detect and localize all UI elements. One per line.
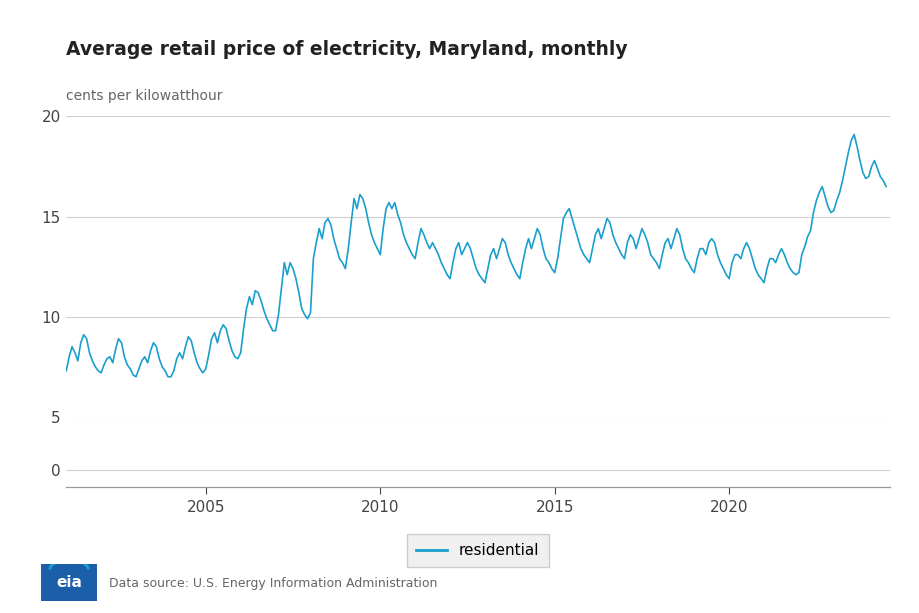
Text: eia: eia	[56, 575, 82, 590]
Text: Average retail price of electricity, Maryland, monthly: Average retail price of electricity, Mar…	[66, 40, 627, 59]
Text: Data source: U.S. Energy Information Administration: Data source: U.S. Energy Information Adm…	[108, 577, 437, 590]
Legend: residential: residential	[407, 534, 548, 567]
Text: cents per kilowatthour: cents per kilowatthour	[66, 89, 222, 103]
